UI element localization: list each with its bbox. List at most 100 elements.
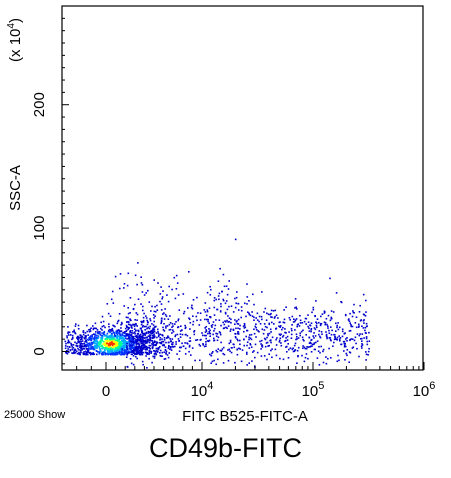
data-point bbox=[270, 312, 272, 315]
data-point bbox=[151, 337, 154, 339]
data-point bbox=[293, 349, 296, 352]
data-point bbox=[124, 331, 126, 333]
data-point bbox=[111, 329, 114, 332]
data-point bbox=[219, 310, 222, 312]
data-point bbox=[114, 352, 117, 354]
data-point bbox=[67, 348, 69, 350]
data-point bbox=[106, 342, 109, 345]
data-point bbox=[365, 359, 367, 361]
data-point bbox=[126, 342, 128, 345]
data-point bbox=[85, 340, 87, 342]
data-point bbox=[222, 327, 225, 330]
data-point bbox=[92, 348, 95, 351]
data-point bbox=[239, 328, 241, 330]
data-point bbox=[281, 336, 284, 338]
data-point bbox=[296, 308, 298, 310]
data-point bbox=[78, 341, 80, 343]
data-point bbox=[156, 309, 159, 311]
data-point bbox=[146, 323, 149, 326]
data-point bbox=[112, 302, 115, 304]
data-point bbox=[304, 317, 307, 320]
data-point bbox=[252, 351, 254, 353]
data-point bbox=[155, 332, 158, 334]
data-point bbox=[335, 330, 337, 332]
data-point bbox=[213, 306, 216, 309]
data-point bbox=[168, 352, 170, 354]
data-point bbox=[350, 324, 352, 326]
data-point bbox=[171, 338, 174, 340]
data-point bbox=[129, 340, 132, 343]
data-point bbox=[282, 321, 285, 324]
data-point bbox=[95, 336, 98, 339]
data-point bbox=[85, 339, 87, 341]
data-point bbox=[212, 333, 214, 336]
data-point bbox=[106, 352, 109, 355]
data-point bbox=[120, 336, 122, 338]
data-point bbox=[281, 328, 283, 331]
data-point bbox=[125, 350, 127, 352]
data-point bbox=[204, 302, 207, 304]
data-point bbox=[74, 348, 77, 351]
data-point bbox=[160, 320, 163, 323]
data-point bbox=[237, 331, 239, 333]
data-point bbox=[115, 350, 117, 353]
data-point bbox=[168, 344, 170, 347]
data-point bbox=[166, 354, 169, 356]
data-point bbox=[133, 337, 136, 340]
data-point bbox=[106, 348, 109, 350]
data-point bbox=[135, 342, 138, 344]
data-point bbox=[92, 346, 94, 349]
data-point bbox=[79, 339, 82, 341]
data-point bbox=[99, 344, 101, 346]
data-point bbox=[95, 339, 98, 342]
data-point bbox=[305, 353, 308, 355]
data-point bbox=[120, 341, 123, 344]
data-point bbox=[101, 329, 103, 331]
data-point bbox=[191, 347, 194, 349]
data-point bbox=[364, 315, 367, 317]
data-point bbox=[243, 327, 246, 329]
data-point bbox=[294, 298, 297, 300]
data-point bbox=[148, 331, 151, 333]
data-point bbox=[114, 325, 116, 328]
data-point bbox=[83, 337, 86, 340]
data-point bbox=[217, 295, 220, 297]
data-point bbox=[313, 343, 315, 346]
data-point bbox=[123, 344, 126, 347]
data-point bbox=[172, 346, 175, 348]
data-point bbox=[103, 347, 105, 349]
data-point bbox=[367, 354, 369, 356]
data-point bbox=[220, 350, 223, 352]
data-point bbox=[252, 293, 254, 296]
data-point bbox=[328, 347, 330, 350]
data-point bbox=[151, 331, 154, 334]
data-point bbox=[142, 321, 145, 323]
data-point bbox=[324, 322, 327, 324]
data-point bbox=[196, 339, 199, 341]
data-point bbox=[330, 333, 333, 336]
x-axis-label: FITC B525-FITC-A bbox=[182, 408, 308, 425]
data-point bbox=[279, 326, 281, 328]
data-point bbox=[316, 357, 319, 359]
data-point bbox=[109, 344, 111, 347]
data-point bbox=[135, 330, 137, 332]
data-point bbox=[120, 330, 123, 332]
data-point bbox=[307, 357, 309, 360]
data-point bbox=[171, 332, 173, 334]
data-point bbox=[139, 333, 142, 336]
data-point bbox=[225, 285, 228, 287]
data-point bbox=[244, 302, 246, 305]
data-point bbox=[137, 336, 139, 339]
data-point bbox=[134, 346, 137, 349]
data-point bbox=[331, 329, 333, 332]
data-point bbox=[172, 329, 174, 331]
data-point bbox=[297, 323, 299, 325]
data-point bbox=[295, 306, 297, 309]
data-point bbox=[118, 346, 120, 348]
data-point bbox=[218, 292, 221, 295]
data-point bbox=[315, 300, 317, 302]
data-point bbox=[319, 335, 321, 338]
x-axis: 0 104 105 106 bbox=[61, 362, 435, 400]
data-point bbox=[147, 326, 150, 329]
data-point bbox=[310, 328, 313, 330]
